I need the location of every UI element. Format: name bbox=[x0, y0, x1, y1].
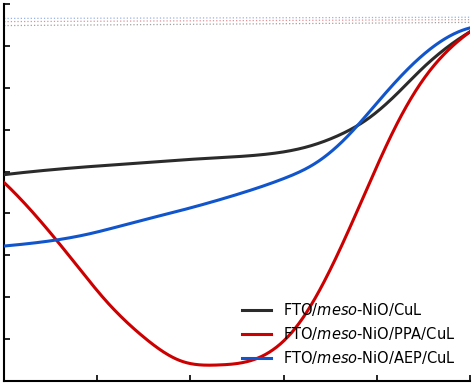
Legend: FTO/$\it{meso}$-NiO/CuL, FTO/$\it{meso}$-NiO/PPA/CuL, FTO/$\it{meso}$-NiO/AEP/Cu: FTO/$\it{meso}$-NiO/CuL, FTO/$\it{meso}$… bbox=[234, 293, 463, 373]
